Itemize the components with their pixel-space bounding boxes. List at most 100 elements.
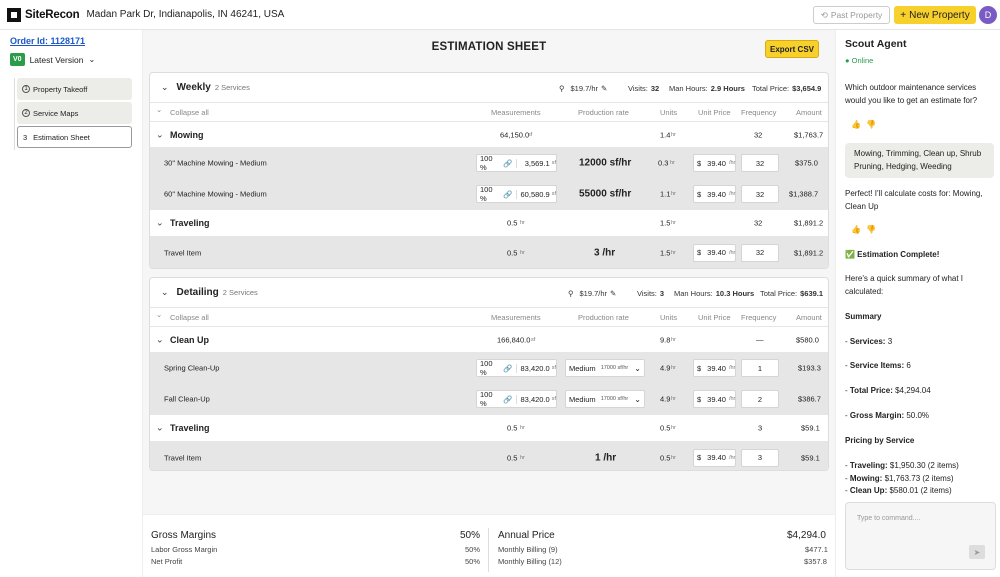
chevron-down-icon[interactable]: ⌄ [156, 217, 164, 228]
unit-price-field[interactable]: $39.40/hr [693, 185, 736, 203]
chevron-down-icon[interactable]: ⌄ [161, 82, 169, 92]
level-value: Medium [569, 394, 596, 404]
visits-stat: Visits: 32 [628, 73, 659, 103]
frequency-field[interactable]: 2 [741, 390, 779, 408]
frequency-value: 32 [754, 218, 763, 228]
summary-gross-margin: - Gross Margin: 50.0% [845, 411, 930, 420]
detailing-header[interactable]: ⌄ Detailing 2 Services ⚲ $19.7/hr ✎ Visits… [150, 278, 828, 308]
summary-gross-margin-label: Gross Margin: [849, 411, 905, 420]
link-icon[interactable]: 🔗 [503, 363, 517, 373]
unit-price-value: 39.40 [707, 158, 726, 168]
dollar-sign: $ [697, 363, 702, 373]
service-item-row: 30" Machine Mowing - Medium 100 % 🔗 3,56… [150, 148, 828, 179]
units-value: 4.9 [660, 394, 671, 404]
production-rate-value: 3 /hr [594, 247, 616, 258]
column-header: ⌄ Collapse all Measurements Production r… [150, 103, 828, 122]
agent-message: Here's a quick summary of what I calcula… [845, 274, 964, 296]
amount-value: $1,891.2 [794, 218, 824, 228]
command-input[interactable]: Type to command.... ➤ [845, 502, 996, 570]
rate-control[interactable]: ⚲ $19.7/hr ✎ [568, 278, 616, 308]
frequency-field[interactable]: 32 [741, 243, 779, 262]
step-label: Service Maps [33, 108, 79, 118]
units-value: 1.5 [660, 218, 671, 228]
step-number: 1 [22, 85, 30, 93]
export-csv-button[interactable]: Export CSV [765, 40, 819, 58]
order-id-link[interactable]: Order Id: 1128171 [10, 36, 86, 46]
frequency-field[interactable]: 32 [741, 185, 779, 203]
units-unit: hr [671, 191, 676, 197]
unit-price-field[interactable]: $39.40/hr [693, 359, 736, 377]
edit-icon[interactable]: ✎ [610, 288, 617, 298]
step-property-takeoff[interactable]: 1 Property Takeoff [17, 78, 132, 100]
collapse-all-icon[interactable]: ⌄ [156, 105, 163, 114]
chevron-down-icon[interactable]: ⌄ [156, 334, 164, 344]
logo[interactable]: SiteRecon [7, 7, 80, 22]
measurement-value: 0.5 [507, 453, 518, 462]
frequency-field[interactable]: 3 [741, 448, 779, 467]
step-estimation-sheet[interactable]: 3 Estimation Sheet [17, 126, 132, 148]
production-level-dropdown[interactable]: Medium 17000 sf/hr ⌄ [565, 359, 645, 377]
link-icon[interactable]: 🔗 [503, 394, 517, 404]
frequency-value: — [756, 335, 764, 344]
version-selector[interactable]: V0 Latest Version ⌄ [10, 53, 95, 66]
feedback-buttons: 👍 👎 [851, 225, 876, 234]
new-property-label: New Property [909, 9, 970, 21]
step-service-maps[interactable]: 2 Service Maps [17, 102, 132, 124]
unit-price-field[interactable]: $39.40/hr [693, 448, 736, 467]
amount-value: $59.1 [801, 423, 820, 433]
col-production-rate: Production rate [578, 108, 629, 117]
production-level-dropdown[interactable]: Medium 17000 sf/hr ⌄ [565, 390, 645, 408]
avatar[interactable]: D [979, 6, 997, 24]
collapse-all-icon[interactable]: ⌄ [156, 310, 163, 319]
coverage-area-field[interactable]: 100 % 🔗 60,580.9 sf [476, 185, 557, 203]
measurement-value: 0.5 [507, 248, 518, 257]
edit-icon[interactable]: ✎ [601, 83, 608, 93]
thumbs-down-icon[interactable]: 👎 [865, 120, 876, 129]
col-unit-price: Unit Price [698, 313, 731, 322]
annual-price-value: $4,294.0 [787, 530, 826, 541]
service-row-traveling[interactable]: ⌄ Traveling 0.5 hr 1.5 hr 32 $1,891.2 [150, 210, 828, 237]
units-unit: hr [671, 336, 676, 343]
rate-control[interactable]: ⚲ $19.7/hr ✎ [559, 73, 607, 103]
thumbs-down-icon[interactable]: 👎 [865, 225, 876, 234]
measurement-unit: sf [528, 131, 533, 138]
service-row-mowing[interactable]: ⌄ Mowing 64,150.0 sf 1.4 hr 32 $1,763.7 [150, 122, 828, 148]
new-property-button[interactable]: + New Property [894, 6, 976, 24]
per-hour: /hr [728, 160, 736, 166]
unit-price-field[interactable]: $39.40/hr [693, 154, 736, 172]
coverage-area-field[interactable]: 100 % 🔗 83,420.0 sf [476, 390, 557, 408]
send-icon[interactable]: ➤ [969, 545, 985, 559]
chevron-down-icon[interactable]: ⌄ [156, 129, 164, 139]
thumbs-up-icon[interactable]: 👍 [851, 120, 861, 129]
past-property-button[interactable]: ⟲ Past Property [813, 6, 890, 24]
unit-price-field[interactable]: $39.40/hr [693, 243, 736, 262]
collapse-all-button[interactable]: Collapse all [170, 313, 209, 322]
chevron-down-icon[interactable]: ⌄ [161, 287, 169, 297]
weekly-header[interactable]: ⌄ Weekly 2 Services ⚲ $19.7/hr ✎ Visits: 32… [150, 73, 828, 103]
frequency-field[interactable]: 32 [741, 154, 779, 172]
man-hours-value: 10.3 Hours [715, 288, 755, 298]
coverage-area-field[interactable]: 100 % 🔗 83,420.0 sf [476, 359, 557, 377]
units-unit: hr [671, 454, 676, 461]
coverage-percent: 100 % [480, 390, 493, 408]
visits-stat: Visits: 3 [637, 278, 664, 308]
service-row-traveling[interactable]: ⌄ Traveling 0.5 hr 0.5 hr 3 $59.1 [150, 415, 828, 442]
area-unit: sf [551, 160, 556, 166]
item-name: Spring Clean-Up [164, 363, 220, 373]
annual-price-label: Annual Price [498, 530, 555, 541]
service-row-clean-up[interactable]: ⌄ Clean Up 166,840.0 sf 9.8 hr — $580.0 [150, 327, 828, 353]
col-amount: Amount [796, 313, 822, 322]
total-price-stat: Total Price: $3,654.9 [752, 73, 821, 103]
scout-agent-panel: Scout Agent ● Online Which outdoor maint… [835, 30, 1000, 577]
coverage-area-field[interactable]: 100 % 🔗 3,569.1 sf [476, 154, 557, 172]
man-hours-value: 2.9 Hours [710, 83, 745, 93]
link-icon[interactable]: 🔗 [503, 158, 517, 168]
thumbs-up-icon[interactable]: 👍 [851, 225, 861, 234]
summary-heading: Summary [845, 312, 882, 321]
frequency-field[interactable]: 1 [741, 359, 779, 377]
chevron-down-icon[interactable]: ⌄ [156, 422, 164, 433]
link-icon[interactable]: 🔗 [503, 189, 517, 199]
unit-price-field[interactable]: $39.40/hr [693, 390, 736, 408]
history-icon: ⟲ [820, 9, 828, 20]
collapse-all-button[interactable]: Collapse all [170, 108, 209, 117]
